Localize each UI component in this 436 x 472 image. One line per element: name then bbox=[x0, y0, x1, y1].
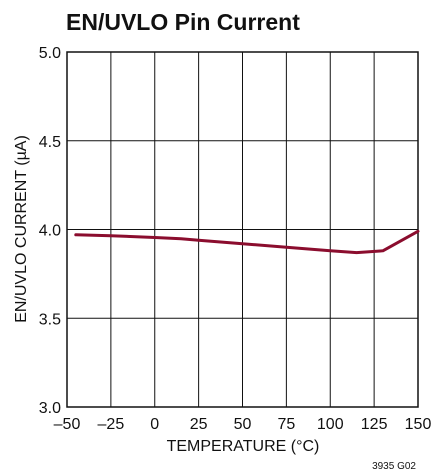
series-group bbox=[74, 229, 420, 255]
y-tick-label: 3.0 bbox=[39, 400, 61, 417]
y-tick-label: 5.0 bbox=[39, 45, 61, 62]
x-tick-label: 100 bbox=[317, 416, 344, 433]
y-axis-label: EN/UVLO CURRENT (µA) bbox=[13, 135, 30, 323]
series-line-en-uvlo-current bbox=[74, 229, 420, 255]
x-tick-label: 25 bbox=[190, 416, 208, 433]
x-tick-label: –50 bbox=[54, 416, 81, 433]
chart-title: EN/UVLO Pin Current bbox=[66, 9, 300, 35]
x-tick-label: 0 bbox=[150, 416, 159, 433]
x-tick-label: 125 bbox=[361, 416, 388, 433]
y-tick-label: 4.0 bbox=[39, 223, 61, 240]
figure-code: 3935 G02 bbox=[372, 461, 416, 472]
y-tick-label: 4.5 bbox=[39, 134, 61, 151]
grid-lines bbox=[66, 51, 419, 408]
y-axis-ticks: 3.0 3.5 4.0 4.5 5.0 bbox=[39, 45, 61, 417]
plot-frame bbox=[66, 51, 419, 408]
x-tick-label: 150 bbox=[405, 416, 432, 433]
x-tick-label: –25 bbox=[98, 416, 125, 433]
x-tick-label: 75 bbox=[277, 416, 295, 433]
x-axis-label: TEMPERATURE (°C) bbox=[167, 438, 320, 455]
x-axis-ticks: –50 –25 0 25 50 75 100 125 150 bbox=[54, 416, 432, 433]
x-tick-label: 50 bbox=[234, 416, 252, 433]
y-tick-label: 3.5 bbox=[39, 311, 61, 328]
